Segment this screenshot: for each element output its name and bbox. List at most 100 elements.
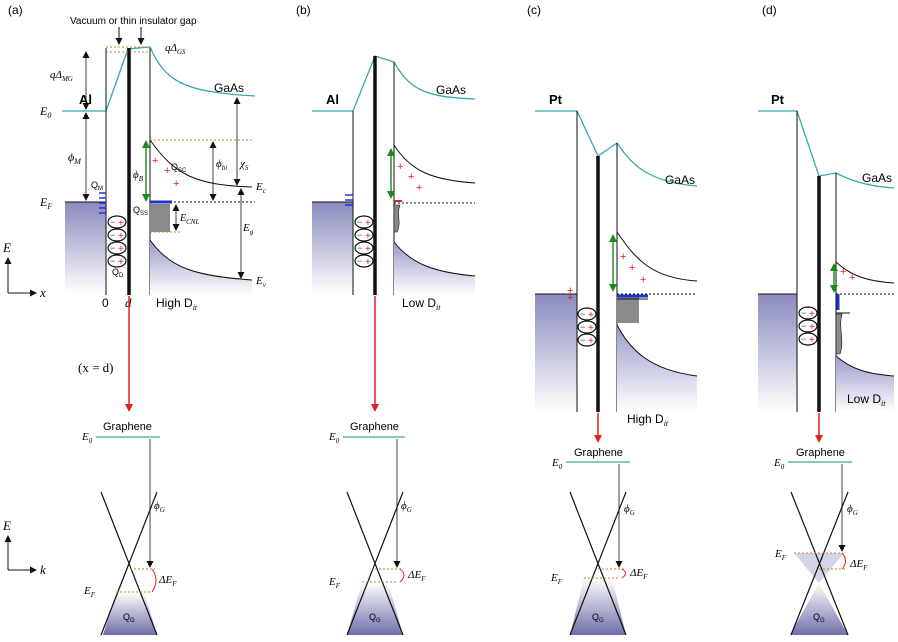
- Ev-label-a: Ev: [255, 275, 267, 289]
- semiconductor-name-d: GaAs: [862, 171, 892, 185]
- graphene-E0-label-c: E0: [551, 457, 563, 471]
- svg-text:−: −: [801, 334, 806, 344]
- dipoles-c: − + − + − +: [577, 307, 597, 347]
- metal-charge-b: [345, 194, 353, 206]
- depletion-charge-d: + +: [840, 266, 855, 284]
- x0-label: 0: [102, 296, 109, 310]
- panel-b: (b) − + − + − + − + + + + Al GaAs: [296, 3, 476, 636]
- svg-text:−: −: [110, 230, 115, 240]
- svg-text:+: +: [416, 182, 422, 194]
- metal-c: [535, 294, 577, 412]
- Ec-label-a: Ec: [255, 181, 267, 195]
- metal-charge-a: [99, 192, 106, 214]
- phiG-label-d: ϕG: [847, 503, 858, 517]
- svg-text:−: −: [357, 230, 362, 240]
- svg-text:+: +: [118, 257, 124, 268]
- graphene-label-b: Graphene: [350, 421, 399, 433]
- svg-text:+: +: [164, 165, 170, 177]
- graphene-label-d: Graphene: [796, 447, 845, 459]
- svg-text:+: +: [809, 309, 815, 320]
- graphene-E0-label-a: E0: [81, 431, 93, 445]
- metal-b: [312, 202, 353, 294]
- qDMG-label-a: qΔMG: [50, 69, 73, 83]
- metal-d: [758, 294, 797, 412]
- metal-name-a: Al: [79, 92, 92, 107]
- caption-d: Low Dit: [847, 392, 886, 408]
- depletion-charge-c: +++: [620, 251, 646, 286]
- svg-text:+: +: [588, 310, 594, 321]
- axis-x-label: x: [39, 285, 46, 300]
- graphene-E0-label-d: E0: [773, 457, 785, 471]
- phiG-label-c: ϕG: [624, 503, 635, 517]
- svg-text:−: −: [580, 335, 585, 345]
- svg-text:+: +: [640, 274, 646, 286]
- semiconductor-name-a: GaAs: [214, 81, 244, 95]
- panel-a: (a) Vacuum or thin insulator gap: [2, 3, 267, 636]
- svg-text:+: +: [365, 218, 371, 229]
- axis-E2-label: E: [2, 518, 11, 533]
- caption-c: High Dit: [627, 412, 669, 428]
- metal-name-d: Pt: [771, 92, 785, 107]
- caption-a: High Dit: [156, 296, 198, 312]
- dEF-label-c: ΔEF: [629, 567, 648, 581]
- svg-text:+: +: [365, 244, 371, 255]
- svg-text:+: +: [588, 323, 594, 334]
- interface-states-d: [835, 313, 843, 355]
- dEF-brace-a: [151, 568, 157, 593]
- qDGS-label-a: qΔGS: [165, 42, 186, 56]
- svg-text:−: −: [801, 308, 806, 318]
- Eg-label-a: Eg: [242, 222, 254, 236]
- E0-label-a: E0: [39, 104, 51, 120]
- phibi-label-a: ϕbi: [216, 158, 227, 172]
- svg-text:+: +: [397, 161, 403, 173]
- QG-label-b: QG: [369, 612, 381, 624]
- interface-states-b: [393, 204, 401, 233]
- svg-text:−: −: [357, 217, 362, 227]
- panel-d: (d) − + − + − + + + Pt GaAs Low Dit Graphene: [758, 3, 895, 636]
- svg-text:−: −: [580, 309, 585, 319]
- dEF-label-a: ΔEF: [158, 574, 177, 588]
- dipoles-d: − + − + − +: [798, 306, 818, 346]
- panel-b-label: (b): [296, 3, 311, 17]
- dipoles-b: − + − + − + − +: [354, 215, 374, 268]
- panel-c-label: (c): [527, 3, 541, 17]
- ECNL-label-a: ECNL: [179, 213, 199, 226]
- svg-text:−: −: [580, 322, 585, 332]
- svg-text:+: +: [629, 262, 635, 274]
- metal-a: [65, 202, 106, 294]
- svg-text:−: −: [357, 243, 362, 253]
- phiG-label-b: ϕG: [401, 500, 412, 514]
- axis-E-label: E: [2, 240, 11, 255]
- valence-fill-a: [150, 240, 252, 295]
- svg-text:+: +: [567, 292, 573, 304]
- svg-text:+: +: [588, 336, 594, 347]
- filled-cone-b: [347, 582, 403, 635]
- conduction-band-d: [835, 261, 895, 284]
- QM-label-a: QM: [91, 180, 103, 192]
- svg-text:+: +: [809, 322, 815, 333]
- conduction-band-b: [393, 144, 476, 184]
- QSS-label-a: QSS: [133, 205, 148, 217]
- metal-name-c: Pt: [549, 92, 563, 107]
- phiM-label-a: ϕM: [68, 150, 82, 166]
- panel-a-label: (a): [8, 3, 23, 17]
- filled-upper-cone-d: [794, 553, 844, 583]
- svg-text:−: −: [801, 321, 806, 331]
- svg-text:+: +: [567, 285, 573, 297]
- semiconductor-name-c: GaAs: [665, 173, 695, 187]
- cone-line-a2: [100, 491, 158, 636]
- dipoles-a: − + − + − + − +: [107, 215, 127, 268]
- svg-text:+: +: [365, 231, 371, 242]
- valence-band-b: [393, 241, 476, 277]
- metal-name-b: Al: [326, 92, 339, 107]
- svg-text:+: +: [118, 218, 124, 229]
- svg-text:+: +: [173, 178, 179, 190]
- depletion-charge-a: +++: [152, 155, 179, 190]
- axis-k-label: k: [40, 562, 46, 577]
- panel-c: (c) ++ − + − + − + +++ Pt GaAs High Dit: [527, 3, 698, 636]
- vacuum-level-d: [758, 110, 895, 189]
- valence-band-c: [616, 324, 698, 377]
- semiconductor-name-b: GaAs: [436, 83, 466, 97]
